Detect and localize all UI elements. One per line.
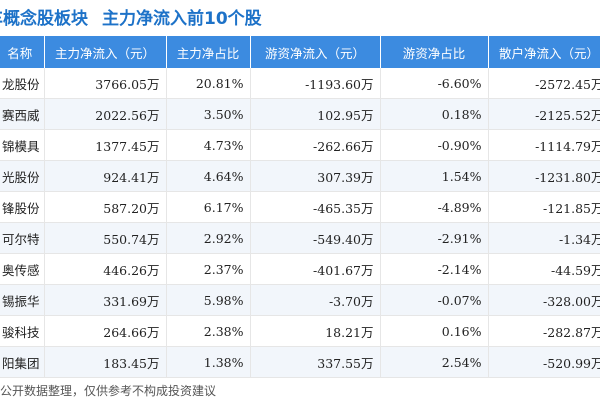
retail-inflow-cell: -520.99万 (488, 346, 600, 378)
stock-name-cell[interactable]: 奥传感 (0, 253, 45, 285)
table-row[interactable]: 阳集团 183.45万 1.38% 337.55万 2.54% -520.99万 (0, 346, 600, 378)
hot-inflow-cell: -1193.60万 (250, 68, 381, 99)
main-ratio-cell: 3.50% (166, 98, 251, 130)
stock-name-cell[interactable]: 可尔特 (0, 222, 45, 254)
stock-name-cell[interactable]: 阳集团 (0, 346, 45, 378)
stock-name-cell[interactable]: 骏科技 (0, 315, 45, 347)
retail-inflow-cell: -1.34万 (488, 222, 600, 254)
hot-ratio-cell: -2.91% (380, 222, 489, 254)
stock-name-cell[interactable]: 赛西威 (0, 98, 45, 130)
main-ratio-cell: 2.38% (166, 315, 251, 347)
column-header-main-inflow[interactable]: 主力净流入（元） (44, 36, 167, 68)
main-inflow-cell: 924.41万 (44, 160, 167, 192)
stock-name-cell[interactable]: 锋股份 (0, 191, 45, 223)
table-row[interactable]: 骏科技 264.66万 2.38% 18.21万 0.16% -282.87万 (0, 315, 600, 347)
table-row[interactable]: 可尔特 550.74万 2.92% -549.40万 -2.91% -1.34万 (0, 222, 600, 254)
fund-flow-table: 名称 主力净流入（元） 主力净占比 游资净流入（元） 游资净占比 散户净流入（元… (0, 36, 600, 378)
retail-inflow-cell: -44.59万 (488, 253, 600, 285)
table-header-row: 名称 主力净流入（元） 主力净占比 游资净流入（元） 游资净占比 散户净流入（元… (0, 36, 600, 68)
main-ratio-cell: 20.81% (166, 68, 251, 99)
table-body: 龙股份 3766.05万 20.81% -1193.60万 -6.60% -2572.45… (0, 68, 600, 378)
main-ratio-cell: 4.73% (166, 129, 251, 161)
source-note: 公开数据整理，仅供参考不构成投资建议 (0, 383, 217, 398)
table-row[interactable]: 龙股份 3766.05万 20.81% -1193.60万 -6.60% -2572.45… (0, 68, 600, 99)
hot-ratio-cell: 1.54% (380, 160, 489, 192)
stock-name-cell[interactable]: 龙股份 (0, 68, 45, 99)
main-ratio-cell: 6.17% (166, 191, 251, 223)
main-ratio-cell: 2.92% (166, 222, 251, 254)
stock-name-cell[interactable]: 锡振华 (0, 284, 45, 316)
table-row[interactable]: 锡振华 331.69万 5.98% -3.70万 -0.07% -328.00万 (0, 284, 600, 316)
table-row[interactable]: 锦模具 1377.45万 4.73% -262.66万 -0.90% -1114.79万 (0, 129, 600, 161)
hot-inflow-cell: -401.67万 (250, 253, 381, 285)
hot-inflow-cell: -262.66万 (250, 129, 381, 161)
retail-inflow-cell: -282.87万 (488, 315, 600, 347)
retail-inflow-cell: -2572.45万 (488, 68, 600, 99)
main-ratio-cell: 1.38% (166, 346, 251, 378)
column-header-name[interactable]: 名称 (0, 36, 45, 68)
hot-ratio-cell: -6.60% (380, 68, 489, 99)
column-header-hot-inflow[interactable]: 游资净流入（元） (250, 36, 381, 68)
table-row[interactable]: 锋股份 587.20万 6.17% -465.35万 -4.89% -121.85万 (0, 191, 600, 223)
hot-inflow-cell: 18.21万 (250, 315, 381, 347)
hot-inflow-cell: -549.40万 (250, 222, 381, 254)
main-inflow-cell: 264.66万 (44, 315, 167, 347)
hot-ratio-cell: 0.16% (380, 315, 489, 347)
table-row[interactable]: 光股份 924.41万 4.64% 307.39万 1.54% -1231.80万 (0, 160, 600, 192)
main-inflow-cell: 3766.05万 (44, 68, 167, 99)
hot-inflow-cell: 307.39万 (250, 160, 381, 192)
hot-ratio-cell: -0.90% (380, 129, 489, 161)
main-ratio-cell: 5.98% (166, 284, 251, 316)
page-title: 车概念股板块 (0, 8, 88, 29)
page-subtitle: 主力净流入前10个股 (102, 8, 262, 29)
hot-ratio-cell: -4.89% (380, 191, 489, 223)
main-inflow-cell: 183.45万 (44, 346, 167, 378)
main-ratio-cell: 2.37% (166, 253, 251, 285)
retail-inflow-cell: -1231.80万 (488, 160, 600, 192)
main-ratio-cell: 4.64% (166, 160, 251, 192)
retail-inflow-cell: -328.00万 (488, 284, 600, 316)
table-row[interactable]: 奥传感 446.26万 2.37% -401.67万 -2.14% -44.59万 (0, 253, 600, 285)
column-header-hot-ratio[interactable]: 游资净占比 (380, 36, 489, 68)
retail-inflow-cell: -2125.52万 (488, 98, 600, 130)
main-inflow-cell: 550.74万 (44, 222, 167, 254)
stock-name-cell[interactable]: 光股份 (0, 160, 45, 192)
table-row[interactable]: 赛西威 2022.56万 3.50% 102.95万 0.18% -2125.52万 (0, 98, 600, 130)
hot-inflow-cell: -3.70万 (250, 284, 381, 316)
hot-ratio-cell: -0.07% (380, 284, 489, 316)
main-inflow-cell: 587.20万 (44, 191, 167, 223)
main-inflow-cell: 1377.45万 (44, 129, 167, 161)
hot-ratio-cell: 0.18% (380, 98, 489, 130)
stock-name-cell[interactable]: 锦模具 (0, 129, 45, 161)
retail-inflow-cell: -1114.79万 (488, 129, 600, 161)
main-inflow-cell: 446.26万 (44, 253, 167, 285)
main-inflow-cell: 331.69万 (44, 284, 167, 316)
hot-inflow-cell: 102.95万 (250, 98, 381, 130)
hot-ratio-cell: -2.14% (380, 253, 489, 285)
hot-inflow-cell: -465.35万 (250, 191, 381, 223)
title-row: 车概念股板块 主力净流入前10个股 (0, 0, 600, 32)
retail-inflow-cell: -121.85万 (488, 191, 600, 223)
main-inflow-cell: 2022.56万 (44, 98, 167, 130)
hot-ratio-cell: 2.54% (380, 346, 489, 378)
column-header-main-ratio[interactable]: 主力净占比 (166, 36, 251, 68)
hot-inflow-cell: 337.55万 (250, 346, 381, 378)
column-header-retail-inflow[interactable]: 散户净流入（元） (488, 36, 600, 68)
